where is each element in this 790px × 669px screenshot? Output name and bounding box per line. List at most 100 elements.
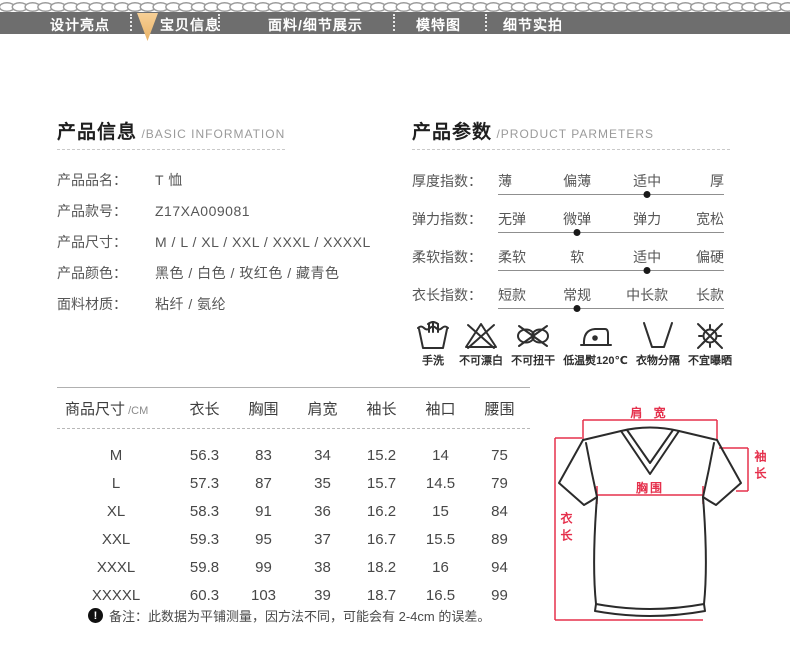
parameter-option: 柔软 [498,249,526,265]
nav-separator [218,14,220,31]
parameters-header: 产品参数 /PRODUCT PARMETERS [412,117,654,144]
value-cell: 94 [491,558,508,576]
parameter-scale: 无弹 微弹 弹力 宽松 [498,203,724,241]
value-cell: 37 [314,530,331,548]
parameter-option: 厚 [710,173,724,189]
parameter-option: 软 [570,249,585,265]
parameter-row: 柔软指数： 柔软 软 适中 偏硬 [412,241,732,279]
no-sun-icon [697,323,723,349]
value-cell: 87 [255,474,272,492]
value-cell: 84 [491,502,508,520]
measurement-note: ! 备注：此数据为平铺测量，因方法不同，可能会有 2-4cm 的误差。 [88,606,490,625]
parameter-option: 宽松 [696,211,724,227]
info-label: 产品颜色： [57,264,127,281]
table-row: XL 58.3 91 36 16.2 15 84 [57,497,530,525]
care-label: 手洗 [422,355,444,367]
nav-tab-1[interactable]: 设计亮点 [50,17,110,33]
care-icons-row: 手洗 不可漂白 不可扭干 低温熨120℃ 衣物分隔 不宜曝晒 [415,320,732,368]
chain-pattern-icon [0,2,790,12]
size-cell: XL [106,502,126,520]
size-chart-unit: /CM [125,404,149,417]
scale-line [498,270,724,271]
care-label: 不可漂白 [459,355,504,367]
active-tab-pointer-icon [137,13,158,41]
value-cell: 89 [491,530,508,548]
tshirt-outline-icon [554,419,749,621]
column-header: 胸围 [248,400,279,418]
info-label: 面料材质： [57,295,127,312]
value-cell: 14.5 [425,474,456,492]
parameter-row: 衣长指数： 短款 常规 中长款 长款 [412,279,732,317]
info-value: 粘纤 / 氨纶 [155,295,227,312]
value-cell: 16.7 [366,530,397,548]
size-chart-title: 商品尺寸 /CM [57,398,175,419]
parameter-scale: 短款 常规 中长款 长款 [498,279,724,317]
care-item: 手洗 [415,320,451,368]
table-row: XXXXL 60.3 103 39 18.7 16.5 99 [57,581,530,609]
column-header: 袖长 [366,400,397,418]
nav-separator [393,14,395,31]
value-cell: 59.8 [189,558,220,576]
info-row: 产品品名： T 恤 [57,164,389,195]
separate-wash-icon [642,322,673,348]
parameter-option: 弹力 [633,211,662,227]
parameter-scale: 薄 偏薄 适中 厚 [498,165,724,203]
nav-tab-4[interactable]: 模特图 [416,17,461,33]
value-cell: 15.2 [366,446,397,464]
column-header: 肩宽 [307,400,338,418]
scale-selected-dot [643,191,651,198]
scale-line [498,232,724,233]
size-chart-title-zh: 商品尺寸 [65,400,126,418]
hand-wash-icon [417,321,449,349]
tshirt-measurement-diagram: 肩 宽 胸围 衣长 袖长 [545,390,790,630]
value-cell: 38 [314,558,331,576]
info-label: 产品款号： [57,202,127,219]
note-text: 备注：此数据为平铺测量，因方法不同，可能会有 2-4cm 的误差。 [109,609,491,624]
value-cell: 59.3 [189,530,220,548]
column-header: 袖口 [425,400,456,418]
exclamation-icon: ! [88,608,103,623]
care-label: 衣物分隔 [635,355,680,367]
sleeve-length-label: 袖长 [753,450,767,484]
care-item: 不宜曝晒 [688,320,732,368]
care-item: 衣物分隔 [636,320,680,368]
info-value: 黑色 / 白色 / 玫红色 / 藏青色 [155,264,340,281]
nav-tab-3[interactable]: 面料/细节展示 [268,17,363,33]
table-row: XXXL 59.8 99 38 18.2 16 94 [57,553,530,581]
parameter-option: 薄 [498,173,512,189]
care-label: 低温熨120℃ [563,355,628,367]
chest-label: 胸围 [635,481,665,495]
size-cell: XXXXL [91,586,141,604]
parameter-option: 中长款 [626,287,669,303]
value-cell: 99 [491,586,508,604]
value-cell: 60.3 [189,586,220,604]
scale-selected-dot [573,305,581,312]
parameter-option: 偏硬 [696,249,724,265]
care-item: 不可扭干 [511,320,555,368]
nav-tab-2[interactable]: 宝贝信息 [160,17,220,33]
nav-tab-5[interactable]: 细节实拍 [503,17,563,33]
info-row: 产品款号： Z17XA009081 [57,195,389,226]
size-chart-header-row: 商品尺寸 /CM 衣长 胸围 肩宽 袖长 袖口 腰围 [57,388,530,429]
value-cell: 75 [491,446,508,464]
value-cell: 36 [314,502,331,520]
table-row: M 56.3 83 34 15.2 14 75 [57,441,530,469]
value-cell: 15 [432,502,449,520]
size-chart-table: 商品尺寸 /CM 衣长 胸围 肩宽 袖长 袖口 腰围 M 56.3 83 34 15.2 14 75 L 5… [57,387,530,609]
value-cell: 16.2 [366,502,397,520]
parameter-label: 衣长指数： [412,287,482,303]
parameter-option: 适中 [633,249,662,265]
no-wring-icon [517,325,550,347]
parameter-option: 常规 [563,287,592,303]
top-navbar: 设计亮点 宝贝信息 面料/细节展示 模特图 细节实拍 [0,12,790,41]
scale-line [498,194,724,195]
value-cell: 39 [314,586,331,604]
value-cell: 18.7 [366,586,397,604]
value-cell: 99 [255,558,272,576]
parameter-option: 偏薄 [563,173,592,189]
dashed-divider [412,149,730,150]
value-cell: 16 [432,558,449,576]
care-label: 不可扭干 [511,355,556,367]
size-cell: XXL [101,530,131,548]
scale-selected-dot [573,229,581,236]
